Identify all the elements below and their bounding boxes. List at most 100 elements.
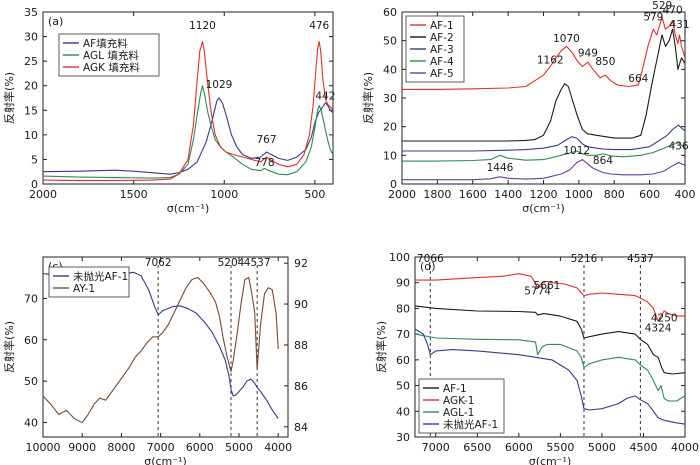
peak-label: 1070 xyxy=(553,33,580,45)
y-tick-label: 20 xyxy=(383,121,397,134)
x-tick-label: 1600 xyxy=(459,188,487,201)
y-tick-label: 80 xyxy=(396,302,410,315)
peak-label: 5774 xyxy=(524,285,551,297)
peak-label: 4537 xyxy=(627,253,654,265)
peak-label: 778 xyxy=(254,157,274,169)
series-group xyxy=(402,17,685,181)
x-tick-label: 10000 xyxy=(26,441,61,454)
peak-label: 949 xyxy=(578,47,598,59)
y-tick-label: 0 xyxy=(390,178,397,191)
legend-label: AGK-1 xyxy=(443,395,474,407)
x-tick-label: 500 xyxy=(304,188,325,201)
peak-label: 5216 xyxy=(571,253,598,265)
series-line xyxy=(43,40,333,182)
peak-label: 529 xyxy=(652,0,672,12)
legend-label: AF-1 xyxy=(443,383,467,395)
peak-label: 4324 xyxy=(645,323,672,335)
x-axis-label: σ(cm⁻¹) xyxy=(522,202,565,215)
x-tick-label: 4000 xyxy=(671,441,699,454)
x-tick-label: 5000 xyxy=(225,441,253,454)
y-right-tick-label: 90 xyxy=(294,298,308,311)
series-line xyxy=(415,328,685,425)
panel-3: 7000 6500 6000 5500 5000 4500 4000 30 40 50 60 70 80… xyxy=(374,251,699,465)
y-right-tick-label: 84 xyxy=(294,421,308,434)
x-tick-label: 7000 xyxy=(422,441,450,454)
x-tick-label: 600 xyxy=(639,188,660,201)
x-tick-label: 5000 xyxy=(588,441,616,454)
y-tick-label: 60 xyxy=(396,354,410,367)
x-axis-label: σ(cm⁻¹) xyxy=(529,455,572,465)
peak-label: 442 xyxy=(315,90,335,102)
peak-label: 7062 xyxy=(145,257,172,269)
x-tick-label: 6500 xyxy=(463,441,491,454)
peak-label: 664 xyxy=(628,73,648,85)
legend-label: 未抛光AF-1 xyxy=(443,418,498,431)
legend-label: AF-2 xyxy=(430,32,454,44)
y-tick-label: 40 xyxy=(383,63,397,76)
series-group xyxy=(43,271,279,424)
series-line xyxy=(43,97,333,175)
panel-label: (a) xyxy=(48,15,63,28)
y-tick-label: 70 xyxy=(396,328,410,341)
peak-label: 1446 xyxy=(487,162,514,174)
x-axis-label: σ(cm⁻¹) xyxy=(167,202,210,215)
x-tick-label: 6000 xyxy=(505,441,533,454)
y-tick-label: 70 xyxy=(24,292,38,305)
peak-label: 4537 xyxy=(244,257,271,269)
series-line xyxy=(402,159,685,181)
x-tick-label: 8000 xyxy=(107,441,135,454)
series-line xyxy=(402,28,685,142)
x-tick-label: 4500 xyxy=(629,441,657,454)
x-tick-label: 7000 xyxy=(147,441,175,454)
legend-label: AGK 填充料 xyxy=(83,61,140,74)
y-tick-label: 35 xyxy=(24,6,38,19)
x-axis-label: σ(cm⁻¹) xyxy=(144,455,187,465)
y-tick-label: 20 xyxy=(24,80,38,93)
series-line xyxy=(415,273,685,322)
y-tick-label: 30 xyxy=(396,431,410,444)
x-tick-label: 1000 xyxy=(210,188,238,201)
panel-0: 2000 1500 1000 500 0 5 10 15 20 25 30 35 1120 1029 476… xyxy=(2,6,335,215)
y-tick-label: 60 xyxy=(24,334,38,347)
peak-label: 864 xyxy=(593,155,613,167)
plot-frame xyxy=(42,256,289,438)
x-tick-label: 1000 xyxy=(565,188,593,201)
peak-label: 1162 xyxy=(537,55,564,67)
y-axis-label: 反射率(%) xyxy=(2,321,16,373)
x-tick-label: 2000 xyxy=(388,188,416,201)
y-right-tick-label: 86 xyxy=(294,380,308,393)
peak-label: 431 xyxy=(669,19,689,31)
peak-label: 767 xyxy=(256,134,276,146)
x-tick-label: 1200 xyxy=(530,188,558,201)
y-tick-label: 100 xyxy=(389,251,410,264)
peak-label: 4250 xyxy=(651,312,678,324)
x-tick-label: 9000 xyxy=(68,441,96,454)
series-line xyxy=(415,333,685,402)
y-axis-label: 反射率(%) xyxy=(374,321,388,373)
peak-label: 7066 xyxy=(417,253,444,265)
y-tick-label: 40 xyxy=(396,405,410,418)
legend-label: AF-3 xyxy=(430,44,454,56)
peak-label: 470 xyxy=(663,4,683,16)
series-line xyxy=(43,276,279,424)
y-tick-label: 40 xyxy=(24,417,38,430)
peak-label: 476 xyxy=(309,20,329,32)
series-line xyxy=(402,141,685,162)
peak-label: 1029 xyxy=(206,79,233,91)
x-tick-label: 6000 xyxy=(186,441,214,454)
y-tick-label: 5 xyxy=(31,153,38,166)
peak-label: 850 xyxy=(595,56,615,68)
peak-label: 1120 xyxy=(189,20,216,32)
legend-box xyxy=(48,266,130,298)
legend-label: AF-1 xyxy=(430,20,454,32)
panel-label: (d) xyxy=(420,260,436,273)
y-tick-label: 50 xyxy=(383,35,397,48)
legend-label: AGL-1 xyxy=(443,407,474,419)
y-tick-label: 15 xyxy=(24,104,38,117)
y-tick-label: 0 xyxy=(31,178,38,191)
series-group xyxy=(43,40,333,182)
x-tick-label: 800 xyxy=(604,188,625,201)
x-tick-label: 2000 xyxy=(29,188,57,201)
y-tick-label: 10 xyxy=(24,129,38,142)
